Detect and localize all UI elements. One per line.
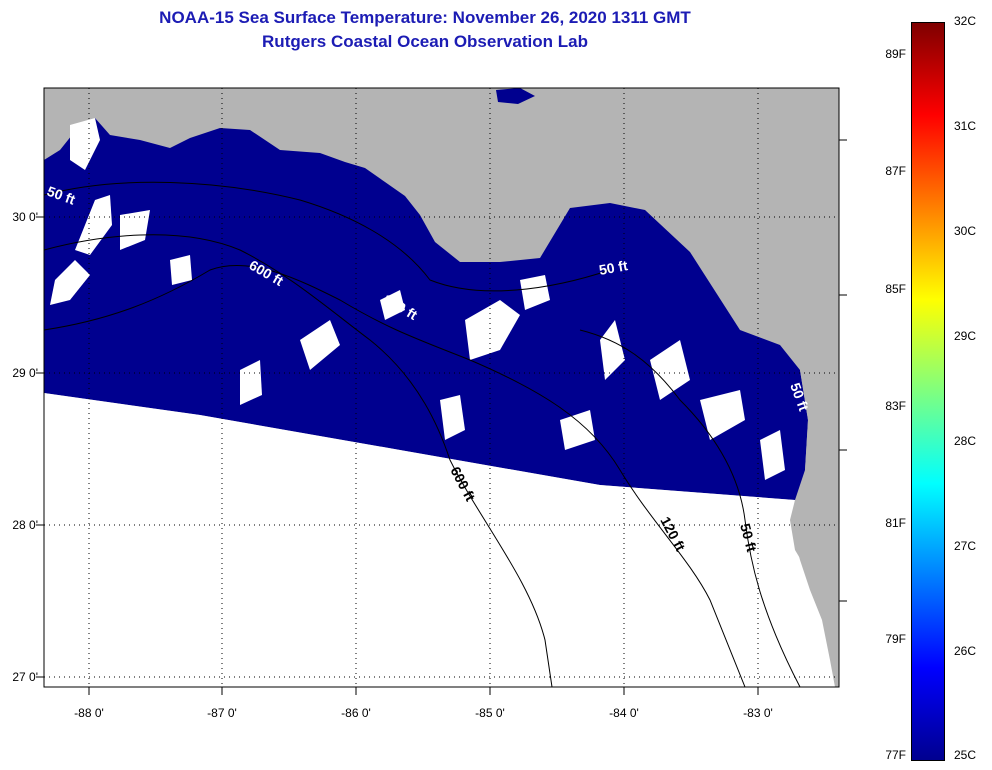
celsius-label: 29C: [954, 329, 977, 343]
map-title: NOAA-15 Sea Surface Temperature: Novembe…: [159, 8, 691, 27]
lat-label: 28 0': [12, 518, 38, 532]
fahrenheit-label: 89F: [885, 47, 906, 61]
celsius-label: 32C: [954, 14, 977, 28]
lat-label: 27 0': [12, 670, 38, 684]
lon-label: -84 0': [609, 706, 639, 720]
axis-ticks: [36, 139, 847, 695]
celsius-label: 31C: [954, 119, 977, 133]
celsius-label: 25C: [954, 748, 977, 762]
celsius-label: 30C: [954, 224, 977, 238]
florida-land: [792, 360, 839, 687]
lon-label: -83 0': [743, 706, 773, 720]
sst-swath: [44, 118, 808, 500]
contour-label: 50 ft: [737, 522, 760, 554]
plot-frame: [43, 87, 840, 688]
fahrenheit-label: 79F: [885, 632, 906, 646]
map-subtitle: Rutgers Coastal Ocean Observation Lab: [262, 32, 588, 51]
lon-label: -87 0': [207, 706, 237, 720]
celsius-label: 28C: [954, 434, 977, 448]
contour-label: 50 ft: [598, 257, 629, 278]
lon-label: -88 0': [74, 706, 104, 720]
celsius-label: 26C: [954, 644, 977, 658]
fahrenheit-label: 81F: [885, 516, 906, 530]
fahrenheit-label: 85F: [885, 282, 906, 296]
no-data-area: [44, 393, 839, 687]
lat-label: 30 0': [12, 210, 38, 224]
celsius-label: 27C: [954, 539, 977, 553]
lon-label: -85 0': [475, 706, 505, 720]
fahrenheit-label: 87F: [885, 164, 906, 178]
lat-label: 29 0': [12, 366, 38, 380]
inland-water: [496, 88, 535, 104]
cloud-patches: [50, 118, 785, 480]
lon-label: -86 0': [341, 706, 371, 720]
fahrenheit-label: 83F: [885, 399, 906, 413]
depth-contours: [44, 181, 801, 687]
fahrenheit-label: 77F: [885, 748, 906, 762]
color-scale-bar: [911, 22, 945, 761]
